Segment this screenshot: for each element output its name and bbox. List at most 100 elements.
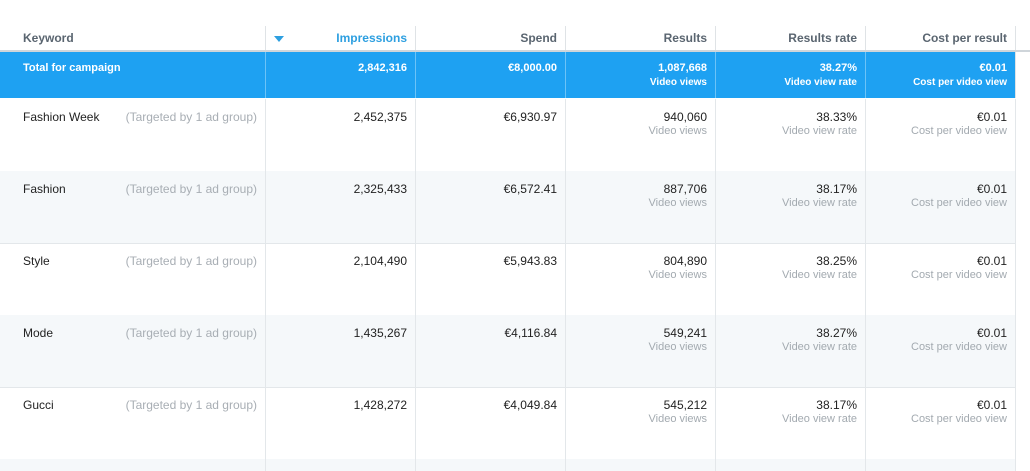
table-row[interactable]: Fashion (Targeted by 1 ad group) 2,325,4… bbox=[0, 171, 1030, 244]
total-rate-sub: Video view rate bbox=[784, 77, 857, 88]
rate-value: 38.17% bbox=[816, 398, 857, 412]
targeted-note: (Targeted by 1 ad group) bbox=[125, 326, 257, 340]
rate-value: 38.33% bbox=[816, 110, 857, 124]
spend-value: €6,572.41 bbox=[503, 182, 557, 196]
total-cost: €0.01 bbox=[979, 62, 1007, 74]
rate-cell: 38.17% Video view rate bbox=[715, 171, 865, 243]
total-results: 1,087,668 bbox=[658, 62, 707, 74]
column-header-cost-per-result[interactable]: Cost per result bbox=[865, 26, 1015, 50]
table-header: Keyword Impressions Spend Results Result… bbox=[0, 26, 1030, 52]
rate-value: 38.25% bbox=[816, 254, 857, 268]
impressions-value: 1,428,272 bbox=[353, 398, 407, 412]
cost-sub: Cost per video view bbox=[911, 125, 1007, 137]
table-row-partial bbox=[0, 459, 1030, 471]
total-overflow bbox=[1015, 52, 1030, 98]
cost-cell: €0.01 Cost per video view bbox=[865, 243, 1015, 315]
total-label-cell: Total for campaign bbox=[0, 52, 265, 98]
cost-sub: Cost per video view bbox=[911, 269, 1007, 281]
spend-cell: €4,116.84 bbox=[415, 315, 565, 387]
total-cost-sub: Cost per video view bbox=[913, 77, 1007, 88]
spend-cell: €6,572.41 bbox=[415, 171, 565, 243]
cost-cell bbox=[865, 459, 1015, 471]
total-rate: 38.27% bbox=[819, 62, 857, 74]
keyword-name: Fashion Week bbox=[23, 110, 100, 124]
column-header-overflow bbox=[1015, 26, 1030, 50]
rate-cell bbox=[715, 459, 865, 471]
column-header-label: Impressions bbox=[336, 31, 407, 45]
impressions-cell: 2,325,433 bbox=[265, 171, 415, 243]
targeted-note: (Targeted by 1 ad group) bbox=[125, 110, 257, 124]
total-spend: €8,000.00 bbox=[508, 62, 557, 74]
table-row[interactable]: Mode (Targeted by 1 ad group) 1,435,267 … bbox=[0, 315, 1030, 388]
spend-value: €4,049.84 bbox=[503, 398, 557, 412]
total-impressions-cell: 2,842,316 bbox=[265, 52, 415, 98]
impressions-cell: 1,428,272 bbox=[265, 387, 415, 459]
campaign-total-row: Total for campaign 2,842,316 €8,000.00 1… bbox=[0, 52, 1030, 98]
table-row[interactable]: Style (Targeted by 1 ad group) 2,104,490… bbox=[0, 243, 1030, 316]
results-cell: 545,212 Video views bbox=[565, 387, 715, 459]
keyword-name: Fashion bbox=[23, 182, 66, 196]
results-cell bbox=[565, 459, 715, 471]
rate-value: 38.17% bbox=[816, 182, 857, 196]
keyword-cell: Fashion Week (Targeted by 1 ad group) bbox=[0, 99, 265, 171]
keyword-cell: Mode (Targeted by 1 ad group) bbox=[0, 315, 265, 387]
total-cost-cell: €0.01 Cost per video view bbox=[865, 52, 1015, 98]
cost-cell: €0.01 Cost per video view bbox=[865, 171, 1015, 243]
rate-cell: 38.17% Video view rate bbox=[715, 387, 865, 459]
column-header-label: Results bbox=[663, 31, 707, 45]
impressions-value: 2,325,433 bbox=[353, 182, 407, 196]
results-value: 549,241 bbox=[663, 326, 707, 340]
cost-sub: Cost per video view bbox=[911, 413, 1007, 425]
results-cell: 940,060 Video views bbox=[565, 99, 715, 171]
impressions-cell: 2,104,490 bbox=[265, 243, 415, 315]
column-header-label: Cost per result bbox=[922, 31, 1007, 45]
keyword-name: Gucci bbox=[23, 398, 54, 412]
column-header-spend[interactable]: Spend bbox=[415, 26, 565, 50]
sort-descending-icon[interactable] bbox=[274, 36, 284, 42]
keyword-cell bbox=[0, 459, 265, 471]
total-spend-cell: €8,000.00 bbox=[415, 52, 565, 98]
results-sub: Video views bbox=[648, 125, 708, 137]
targeted-note: (Targeted by 1 ad group) bbox=[125, 254, 257, 268]
column-header-results-rate[interactable]: Results rate bbox=[715, 26, 865, 50]
cost-value: €0.01 bbox=[976, 182, 1007, 196]
results-cell: 887,706 Video views bbox=[565, 171, 715, 243]
keyword-cell: Gucci (Targeted by 1 ad group) bbox=[0, 387, 265, 459]
total-results-sub: Video views bbox=[649, 77, 707, 88]
table-row[interactable]: Fashion Week (Targeted by 1 ad group) 2,… bbox=[0, 99, 1030, 172]
column-header-keyword[interactable]: Keyword bbox=[0, 26, 265, 50]
rate-value: 38.27% bbox=[816, 326, 857, 340]
cost-cell: €0.01 Cost per video view bbox=[865, 99, 1015, 171]
results-cell: 804,890 Video views bbox=[565, 243, 715, 315]
impressions-value: 1,435,267 bbox=[353, 326, 407, 340]
cost-sub: Cost per video view bbox=[911, 341, 1007, 353]
spend-cell: €6,930.97 bbox=[415, 99, 565, 171]
row-overflow bbox=[1015, 387, 1030, 459]
results-value: 545,212 bbox=[663, 398, 707, 412]
table-row[interactable]: Gucci (Targeted by 1 ad group) 1,428,272… bbox=[0, 387, 1030, 460]
row-overflow bbox=[1015, 243, 1030, 315]
impressions-cell: 2,452,375 bbox=[265, 99, 415, 171]
impressions-cell: 1,435,267 bbox=[265, 315, 415, 387]
cost-cell: €0.01 Cost per video view bbox=[865, 387, 1015, 459]
column-header-results[interactable]: Results bbox=[565, 26, 715, 50]
rate-cell: 38.25% Video view rate bbox=[715, 243, 865, 315]
results-sub: Video views bbox=[648, 413, 708, 425]
keyword-name: Style bbox=[23, 254, 50, 268]
column-header-label: Results rate bbox=[788, 31, 857, 45]
targeted-note: (Targeted by 1 ad group) bbox=[125, 398, 257, 412]
spend-cell: €5,943.83 bbox=[415, 243, 565, 315]
cost-sub: Cost per video view bbox=[911, 197, 1007, 209]
row-overflow bbox=[1015, 171, 1030, 243]
column-header-label: Keyword bbox=[23, 31, 74, 45]
spend-cell bbox=[415, 459, 565, 471]
row-overflow bbox=[1015, 99, 1030, 171]
column-header-impressions[interactable]: Impressions bbox=[265, 26, 415, 50]
results-cell: 549,241 Video views bbox=[565, 315, 715, 387]
impressions-value: 2,104,490 bbox=[353, 254, 407, 268]
results-sub: Video views bbox=[648, 341, 708, 353]
results-value: 804,890 bbox=[663, 254, 707, 268]
results-sub: Video views bbox=[648, 197, 708, 209]
rate-sub: Video view rate bbox=[781, 125, 857, 137]
